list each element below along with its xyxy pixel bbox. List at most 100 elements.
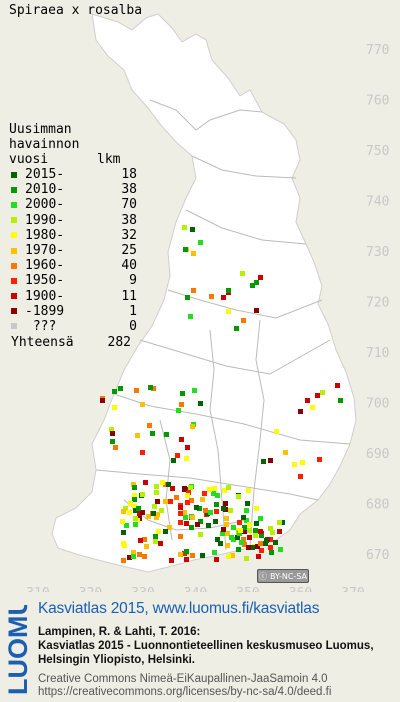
observation-square [178, 505, 183, 510]
observation-square [132, 497, 137, 502]
observation-square [206, 523, 211, 528]
observation-square [214, 557, 219, 562]
observation-square [244, 508, 249, 513]
legend-row: 2000- 70 [9, 197, 137, 212]
observation-square [250, 545, 255, 550]
observation-square [133, 508, 138, 513]
observation-square [242, 529, 247, 534]
observation-square [148, 385, 153, 390]
cc-license-badge[interactable]: ⓒ BY-NC-SA [257, 569, 309, 583]
x-tick-label: 340 [184, 586, 207, 592]
observation-square [132, 485, 137, 490]
observation-square [151, 386, 156, 391]
x-tick-label: 360 [289, 586, 312, 592]
observation-square [245, 501, 250, 506]
observation-square [133, 516, 138, 521]
observation-square [215, 493, 220, 498]
observation-square [140, 492, 145, 497]
observation-square [147, 423, 152, 428]
cc-icon: ⓒ [258, 571, 267, 581]
x-tick-label: 330 [131, 586, 154, 592]
observation-square [183, 515, 188, 520]
legend-swatch [11, 171, 17, 178]
legend-row: 1950- 9 [9, 273, 137, 288]
observation-square [258, 541, 263, 546]
legend-label: 1900- [25, 288, 65, 304]
observation-square [133, 522, 138, 527]
observation-square [184, 549, 189, 554]
observation-square [110, 439, 115, 444]
observation-square [194, 505, 199, 510]
observation-square [188, 314, 193, 319]
license-line-2[interactable]: https://creativecommons.org/licenses/by-… [38, 686, 332, 698]
observation-square [224, 522, 229, 527]
observation-square [256, 554, 261, 559]
x-tick-label: 350 [236, 586, 259, 592]
observation-square [185, 445, 190, 450]
observation-square [241, 515, 246, 520]
legend-row: 1970- 25 [9, 243, 137, 258]
observation-square [253, 533, 258, 538]
observation-square [292, 462, 297, 467]
observation-square [338, 398, 343, 403]
observation-square [180, 391, 185, 396]
footer [0, 592, 400, 702]
legend-total-label: Yhteensä [11, 335, 74, 351]
observation-square [184, 456, 189, 461]
observation-square [185, 493, 190, 498]
legend-heading-2: havainnon [9, 137, 80, 152]
observation-square [237, 531, 242, 536]
observation-square [226, 309, 231, 314]
observation-square [159, 508, 164, 513]
observation-square [100, 398, 105, 403]
observation-square [121, 558, 126, 563]
observation-square [261, 459, 266, 464]
observation-square [246, 545, 251, 550]
observation-square [150, 431, 155, 436]
observation-square [134, 388, 139, 393]
observation-square [143, 480, 148, 485]
observation-square [132, 504, 137, 509]
observation-square [315, 393, 320, 398]
observation-square [163, 499, 168, 504]
legend-label: 1990- [25, 212, 65, 228]
observation-square [113, 445, 118, 450]
species-title: Spiraea x rosalba [9, 3, 143, 18]
legend-swatch [11, 293, 17, 300]
legend-total-count: 282 [107, 335, 131, 351]
observation-square [131, 482, 136, 487]
observation-square [198, 240, 203, 245]
y-tick-label: 770 [366, 43, 389, 58]
observation-square [259, 548, 264, 553]
citation: Lampinen, R. & Lahti, T. 2016: Kasviatla… [38, 625, 374, 667]
observation-square [255, 544, 260, 549]
y-tick-label: 740 [366, 195, 389, 210]
observation-square [160, 480, 165, 485]
observation-square [228, 508, 233, 513]
luomus-logo-icon: LUOMUS [3, 605, 33, 695]
observation-square [112, 405, 117, 410]
observation-square [121, 530, 126, 535]
legend-count: 38 [121, 212, 137, 228]
observation-square [277, 529, 282, 534]
observation-square [137, 511, 142, 516]
observation-square [268, 526, 273, 531]
observation-square [146, 514, 151, 519]
observation-square [198, 532, 203, 537]
legend-label: 2000- [25, 197, 65, 213]
observation-square [112, 389, 117, 394]
observation-square [109, 427, 114, 432]
observation-square [205, 511, 210, 516]
legend-count: 38 [121, 182, 137, 198]
observation-square [127, 510, 132, 515]
legend-swatch [11, 247, 17, 254]
license-text: Creative Commons Nimeä-EiKaupallinen-Jaa… [38, 673, 331, 699]
observation-square [236, 547, 241, 552]
observation-square [137, 552, 142, 557]
observation-square [158, 541, 163, 546]
observation-square [226, 554, 231, 559]
observation-square [264, 538, 269, 543]
kasviatlas-link[interactable]: Kasviatlas 2015, www.luomus.fi/kasviatla… [38, 600, 320, 617]
legend-swatch [11, 323, 17, 330]
observation-square [268, 545, 273, 550]
